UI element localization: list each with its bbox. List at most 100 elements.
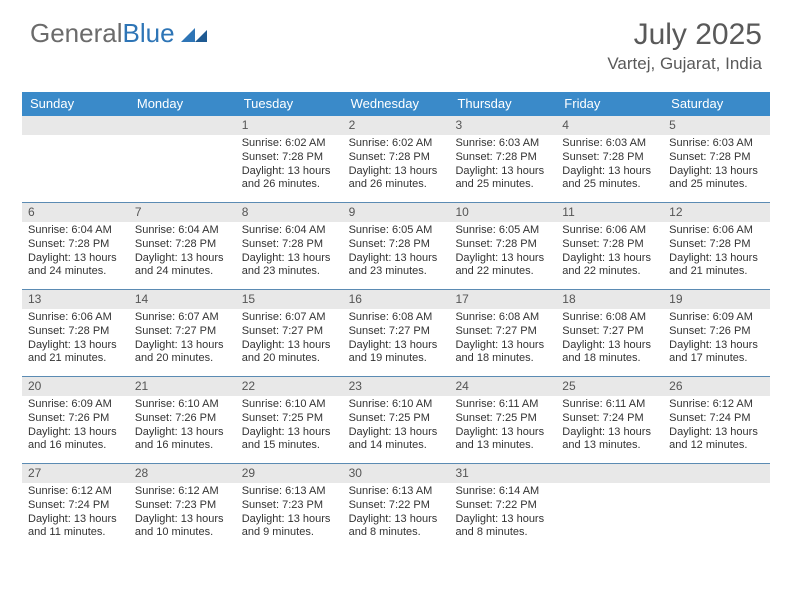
day-number: 15 xyxy=(236,290,343,309)
day-line-sunset: Sunset: 7:26 PM xyxy=(669,325,764,339)
day-line-sunrise: Sunrise: 6:10 AM xyxy=(135,398,230,412)
day-line-sunset: Sunset: 7:28 PM xyxy=(242,238,337,252)
day-line-daylight2: and 22 minutes. xyxy=(562,265,657,279)
month-title: July 2025 xyxy=(607,18,762,52)
day-number: 27 xyxy=(22,464,129,483)
day-line-daylight2: and 16 minutes. xyxy=(28,439,123,453)
day-line-daylight1: Daylight: 13 hours xyxy=(242,513,337,527)
day-line-sunrise: Sunrise: 6:14 AM xyxy=(455,485,550,499)
day-line-daylight2: and 21 minutes. xyxy=(669,265,764,279)
day-line-daylight1: Daylight: 13 hours xyxy=(455,252,550,266)
day-line-daylight1: Daylight: 13 hours xyxy=(349,165,444,179)
day-line-sunrise: Sunrise: 6:07 AM xyxy=(135,311,230,325)
day-line-sunrise: Sunrise: 6:08 AM xyxy=(349,311,444,325)
day-line-sunset: Sunset: 7:24 PM xyxy=(28,499,123,513)
day-line-daylight1: Daylight: 13 hours xyxy=(28,513,123,527)
day-line-daylight2: and 24 minutes. xyxy=(28,265,123,279)
day-line-sunrise: Sunrise: 6:08 AM xyxy=(562,311,657,325)
day-line-sunrise: Sunrise: 6:04 AM xyxy=(135,224,230,238)
day-line-daylight1: Daylight: 13 hours xyxy=(28,339,123,353)
day-number: 8 xyxy=(236,203,343,222)
day-number: 28 xyxy=(129,464,236,483)
day-cell: 23 Sunrise: 6:10 AMSunset: 7:25 PMDayligh… xyxy=(343,377,450,463)
day-line-sunset: Sunset: 7:24 PM xyxy=(669,412,764,426)
day-line-daylight1: Daylight: 13 hours xyxy=(669,339,764,353)
logo-text-1: General xyxy=(30,18,123,49)
day-line-sunset: Sunset: 7:26 PM xyxy=(28,412,123,426)
day-body: Sunrise: 6:10 AMSunset: 7:25 PMDaylight:… xyxy=(343,398,450,453)
day-line-sunrise: Sunrise: 6:13 AM xyxy=(242,485,337,499)
day-number: 11 xyxy=(556,203,663,222)
day-body: Sunrise: 6:13 AMSunset: 7:22 PMDaylight:… xyxy=(343,485,450,540)
day-line-sunset: Sunset: 7:25 PM xyxy=(455,412,550,426)
day-line-sunset: Sunset: 7:28 PM xyxy=(455,238,550,252)
day-cell: 12 Sunrise: 6:06 AMSunset: 7:28 PMDayligh… xyxy=(663,203,770,289)
day-line-daylight1: Daylight: 13 hours xyxy=(349,252,444,266)
day-line-sunset: Sunset: 7:27 PM xyxy=(562,325,657,339)
day-line-sunrise: Sunrise: 6:09 AM xyxy=(28,398,123,412)
week-row: 13Sunrise: 6:06 AMSunset: 7:28 PMDayligh… xyxy=(22,290,770,377)
day-line-sunset: Sunset: 7:28 PM xyxy=(669,151,764,165)
day-line-sunrise: Sunrise: 6:11 AM xyxy=(455,398,550,412)
day-line-sunrise: Sunrise: 6:09 AM xyxy=(669,311,764,325)
day-line-daylight1: Daylight: 13 hours xyxy=(349,513,444,527)
day-line-daylight2: and 8 minutes. xyxy=(349,526,444,540)
day-number: 20 xyxy=(22,377,129,396)
day-header: Thursday xyxy=(449,92,556,116)
day-body: Sunrise: 6:06 AMSunset: 7:28 PMDaylight:… xyxy=(663,224,770,279)
day-line-daylight2: and 16 minutes. xyxy=(135,439,230,453)
day-cell: 15 Sunrise: 6:07 AMSunset: 7:27 PMDayligh… xyxy=(236,290,343,376)
day-body: Sunrise: 6:06 AMSunset: 7:28 PMDaylight:… xyxy=(556,224,663,279)
day-number: 30 xyxy=(343,464,450,483)
day-cell: 20 Sunrise: 6:09 AMSunset: 7:26 PMDayligh… xyxy=(22,377,129,463)
logo: GeneralBlue xyxy=(30,18,209,49)
day-line-daylight1: Daylight: 13 hours xyxy=(669,165,764,179)
day-body: Sunrise: 6:12 AMSunset: 7:24 PMDaylight:… xyxy=(663,398,770,453)
day-number: 19 xyxy=(663,290,770,309)
day-line-daylight2: and 20 minutes. xyxy=(135,352,230,366)
day-line-sunrise: Sunrise: 6:02 AM xyxy=(349,137,444,151)
day-line-sunset: Sunset: 7:28 PM xyxy=(349,238,444,252)
day-line-sunrise: Sunrise: 6:06 AM xyxy=(669,224,764,238)
day-cell xyxy=(556,464,663,550)
day-line-sunrise: Sunrise: 6:05 AM xyxy=(455,224,550,238)
day-line-sunrise: Sunrise: 6:10 AM xyxy=(349,398,444,412)
day-cell: 1Sunrise: 6:02 AMSunset: 7:28 PMDaylight… xyxy=(236,116,343,202)
day-header: Saturday xyxy=(663,92,770,116)
day-cell: 31Sunrise: 6:14 AMSunset: 7:22 PMDayligh… xyxy=(449,464,556,550)
week-row: 20Sunrise: 6:09 AMSunset: 7:26 PMDayligh… xyxy=(22,377,770,464)
day-number: 31 xyxy=(449,464,556,483)
day-cell: 11 Sunrise: 6:06 AMSunset: 7:28 PMDayligh… xyxy=(556,203,663,289)
day-number: 23 xyxy=(343,377,450,396)
day-number: 18 xyxy=(556,290,663,309)
day-number: 9 xyxy=(343,203,450,222)
day-line-daylight1: Daylight: 13 hours xyxy=(455,426,550,440)
day-body: Sunrise: 6:05 AMSunset: 7:28 PMDaylight:… xyxy=(343,224,450,279)
day-line-sunset: Sunset: 7:22 PM xyxy=(455,499,550,513)
day-line-daylight1: Daylight: 13 hours xyxy=(28,426,123,440)
day-number: 21 xyxy=(129,377,236,396)
day-line-sunrise: Sunrise: 6:12 AM xyxy=(28,485,123,499)
day-line-daylight1: Daylight: 13 hours xyxy=(242,252,337,266)
day-body: Sunrise: 6:07 AMSunset: 7:27 PMDaylight:… xyxy=(236,311,343,366)
day-cell: 6Sunrise: 6:04 AMSunset: 7:28 PMDaylight… xyxy=(22,203,129,289)
day-line-sunrise: Sunrise: 6:03 AM xyxy=(669,137,764,151)
day-line-sunrise: Sunrise: 6:12 AM xyxy=(135,485,230,499)
day-cell: 17Sunrise: 6:08 AMSunset: 7:27 PMDayligh… xyxy=(449,290,556,376)
day-line-daylight2: and 23 minutes. xyxy=(349,265,444,279)
day-body: Sunrise: 6:04 AMSunset: 7:28 PMDaylight:… xyxy=(236,224,343,279)
day-header: Tuesday xyxy=(236,92,343,116)
day-line-daylight1: Daylight: 13 hours xyxy=(349,426,444,440)
day-line-daylight1: Daylight: 13 hours xyxy=(135,513,230,527)
day-number: 25 xyxy=(556,377,663,396)
day-number: 12 xyxy=(663,203,770,222)
day-header: Wednesday xyxy=(343,92,450,116)
day-line-daylight2: and 13 minutes. xyxy=(562,439,657,453)
day-line-daylight1: Daylight: 13 hours xyxy=(135,252,230,266)
day-cell: 21Sunrise: 6:10 AMSunset: 7:26 PMDayligh… xyxy=(129,377,236,463)
day-line-daylight1: Daylight: 13 hours xyxy=(562,165,657,179)
day-line-daylight1: Daylight: 13 hours xyxy=(349,339,444,353)
calendar: SundayMondayTuesdayWednesdayThursdayFrid… xyxy=(22,92,770,550)
day-number xyxy=(129,116,236,135)
day-cell: 2Sunrise: 6:02 AMSunset: 7:28 PMDaylight… xyxy=(343,116,450,202)
